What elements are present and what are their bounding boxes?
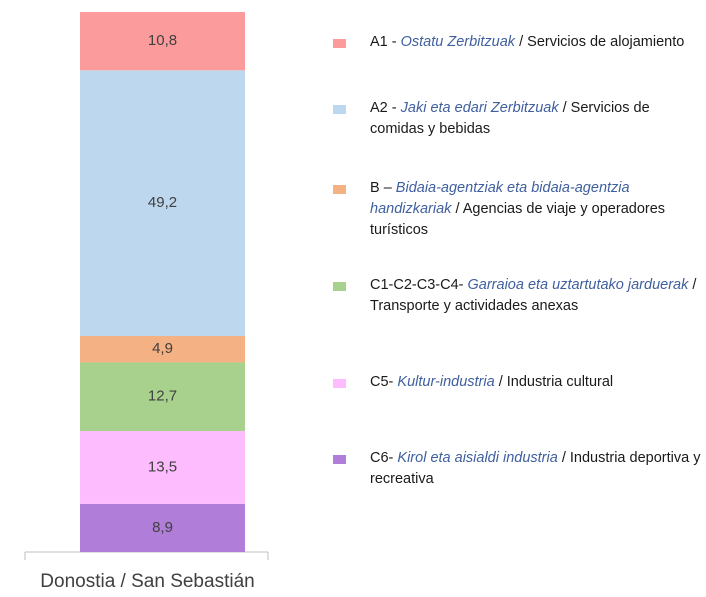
legend-label: / Servicios de comidas y bebidas [370, 100, 650, 137]
bar-segment [80, 336, 245, 363]
legend-label: Garraioa eta uztartutako jarduerak [467, 277, 689, 293]
bar-segment [80, 503, 245, 552]
legend-text: C1-C2-C3-C4- Garraioa eta uztartutako ja… [370, 275, 705, 317]
legend-marker [333, 455, 346, 464]
legend-label: Ostatu Zerbitzuak [400, 34, 516, 50]
legend-label: Kirol eta aisialdi industria [397, 450, 558, 466]
legend-text: A2 - Jaki eta edari Zerbitzuak / Servici… [370, 98, 705, 140]
legend-marker [333, 39, 346, 48]
data-label: 49,2 [148, 194, 177, 211]
x-tick-label: Donostia / San Sebastián [40, 571, 254, 592]
legend-label: Bidaia-agentziak eta bidaia-agentzia han… [370, 180, 630, 217]
data-label: 13,5 [148, 458, 177, 475]
data-label: 8,9 [152, 519, 173, 536]
legend-label: / Industria deportiva y recreativa [370, 450, 701, 487]
data-label: 12,7 [148, 388, 177, 405]
legend-text: C5- Kultur-industria / Industria cultura… [370, 372, 705, 393]
data-label: 10,8 [148, 32, 177, 49]
legend-label: / Transporte y actividades anexas [370, 277, 697, 314]
legend-label: Jaki eta edari Zerbitzuak [400, 100, 559, 116]
legend-label: C1-C2-C3-C4- [370, 277, 468, 293]
bar-segment [80, 362, 245, 432]
legend-label: / Agencias de viaje y operadores turísti… [370, 201, 666, 238]
data-label: 4,9 [152, 340, 173, 357]
legend-label: / Servicios de alojamiento [515, 34, 685, 50]
legend-marker [333, 185, 346, 194]
bar-segment [80, 12, 245, 71]
legend-label: A1 - [370, 34, 401, 50]
legend-marker [333, 379, 346, 388]
legend-label: C6- [370, 450, 398, 466]
legend-label: B – [370, 180, 396, 196]
legend-text: B – Bidaia-agentziak eta bidaia-agentzia… [370, 178, 705, 241]
legend-text: C6- Kirol eta aisialdi industria / Indus… [370, 448, 705, 490]
legend-label: / Industria cultural [494, 374, 614, 390]
bar-segment [80, 70, 245, 336]
bar-segment [80, 431, 245, 504]
legend-text: A1 - Ostatu Zerbitzuak / Servicios de al… [370, 32, 705, 53]
legend-label: Kultur-industria [397, 374, 495, 390]
legend-marker [333, 105, 346, 114]
legend-label: C5- [370, 374, 398, 390]
legend-label: A2 - [370, 100, 401, 116]
legend-marker [333, 282, 346, 291]
